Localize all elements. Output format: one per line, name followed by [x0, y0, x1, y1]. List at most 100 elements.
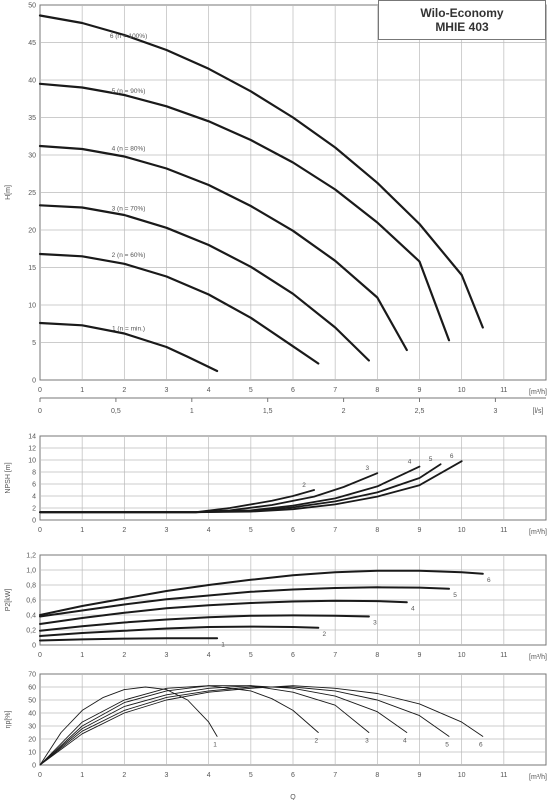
npsh-series-3-line: [39, 465, 421, 514]
head-x-tick-label: 10: [458, 387, 466, 394]
power-series-label: 2: [322, 631, 326, 638]
head-series-2-line: [38, 252, 320, 365]
head-series-label: 6 (n = 100%): [110, 33, 147, 40]
power-x-units-label: [m³/h]: [529, 654, 547, 661]
power-x-tick-label: 4: [207, 652, 211, 659]
head-x-tick-label: 9: [418, 387, 422, 394]
efficiency-y-tick-label: 70: [28, 672, 36, 679]
power-x-tick-label: 2: [122, 652, 126, 659]
efficiency-y-tick-label: 20: [28, 737, 36, 744]
efficiency-series-3-line: [39, 685, 370, 766]
power-series-5-line: [39, 586, 450, 618]
npsh-x-tick-label: 7: [333, 527, 337, 534]
efficiency-x-tick-label: 5: [249, 772, 253, 779]
power-y-tick-label: 0,4: [26, 613, 36, 620]
npsh-series-4-line: [39, 463, 442, 514]
efficiency-x-tick-label: 7: [333, 772, 337, 779]
head-series-6-line: [38, 14, 484, 329]
secondary-x-tick-label: 1: [190, 408, 194, 415]
secondary-x-tick-label: 1,5: [263, 408, 273, 415]
power-y-tick-label: 0,8: [26, 583, 36, 590]
efficiency-x-tick-label: 3: [165, 772, 169, 779]
npsh-series-5-line: [39, 460, 463, 514]
head-y-tick-label: 20: [28, 228, 36, 235]
npsh-x-tick-label: 3: [165, 527, 169, 534]
power-y-tick-label: 0: [32, 643, 36, 650]
npsh-series-label: 2: [302, 482, 306, 489]
head-y-tick-label: 0: [32, 378, 36, 385]
head-x-tick-label: 1: [80, 387, 84, 394]
product-series-title: Wilo-Economy: [420, 6, 504, 20]
efficiency-series-1-line: [39, 686, 218, 766]
power-x-tick-label: 10: [458, 652, 466, 659]
head-series-3-line: [38, 204, 370, 362]
npsh-x-tick-label: 11: [500, 527, 507, 534]
npsh-series-label: 6: [450, 453, 454, 460]
efficiency-x-tick-label: 1: [80, 772, 84, 779]
power-series-3-line: [39, 614, 370, 632]
npsh-y-tick-label: 4: [32, 494, 36, 501]
head-y-tick-label: 40: [28, 78, 36, 85]
power-x-tick-label: 3: [165, 652, 169, 659]
power-x-tick-label: 7: [333, 652, 337, 659]
head-y-tick-label: 10: [28, 303, 36, 310]
head-series-label: 3 (n = 70%): [112, 206, 146, 213]
power-x-tick-label: 11: [500, 652, 507, 659]
power-chart: 0 1 2 3 4 5 6 7 8 9 10 11 0 0,2 0,4 0,6 0,8 1,0 1,2 P2[kW] […: [5, 553, 547, 662]
secondary-x-tick-label: 3: [493, 408, 497, 415]
efficiency-y-tick-label: 10: [28, 750, 36, 757]
power-x-tick-label: 8: [375, 652, 379, 659]
head-y-tick-label: 5: [32, 340, 36, 347]
npsh-y-tick-label: 6: [32, 482, 36, 489]
head-x-tick-label: 7: [333, 387, 337, 394]
npsh-x-tick-label: 8: [375, 527, 379, 534]
head-series-label: 4 (n = 80%): [112, 146, 146, 153]
power-y-tick-label: 0,6: [26, 598, 36, 605]
power-series-label: 1: [221, 641, 225, 648]
power-series-2-line: [39, 625, 320, 637]
npsh-x-units-label: [m³/h]: [529, 529, 547, 536]
power-x-tick-label: 9: [418, 652, 422, 659]
efficiency-x-tick-label: 6: [291, 772, 295, 779]
head-y-axis-label: H[m]: [5, 185, 12, 200]
power-series-label: 5: [453, 592, 457, 599]
power-series-label: 6: [487, 577, 491, 584]
npsh-x-tick-label: 1: [80, 527, 84, 534]
power-x-tick-label: 1: [80, 652, 84, 659]
efficiency-y-tick-label: 60: [28, 685, 36, 692]
head-series-label: 5 (n = 90%): [112, 88, 146, 95]
efficiency-x-tick-label: 0: [38, 772, 42, 779]
title-box: Wilo-Economy MHIE 403: [378, 0, 546, 40]
npsh-x-tick-label: 6: [291, 527, 295, 534]
npsh-y-axis-label: NPSH [m]: [5, 462, 12, 493]
head-series-4-line: [38, 144, 408, 352]
head-x-units-label: [m³/h]: [529, 389, 547, 396]
power-x-tick-label: 5: [249, 652, 253, 659]
efficiency-y-tick-label: 0: [32, 763, 36, 770]
npsh-x-tick-label: 5: [249, 527, 253, 534]
efficiency-series-4-line: [39, 685, 408, 766]
efficiency-chart: 0 1 2 3 4 5 6 7 8 9 10 11 0 10 20 30 40 50 60 70 ηp[%] [m³/h]…: [5, 672, 547, 800]
npsh-y-tick-label: 8: [32, 470, 36, 477]
head-series-5-line: [38, 82, 451, 342]
power-y-tick-label: 1,0: [26, 568, 36, 575]
efficiency-x-tick-label: 10: [458, 772, 466, 779]
head-series-label: 2 (n = 60%): [112, 252, 146, 259]
npsh-series-label: 4: [408, 459, 412, 466]
npsh-y-tick-label: 10: [28, 458, 36, 465]
power-x-tick-label: 0: [38, 652, 42, 659]
npsh-x-tick-label: 2: [122, 527, 126, 534]
head-chart: 0 1 2 3 4 5 6 7 8 9 10 1105101520253035404550H[m][m…: [5, 3, 547, 416]
head-x-tick-label: 0: [38, 387, 42, 394]
efficiency-series-label: 5: [445, 741, 449, 748]
power-series-label: 3: [373, 620, 377, 627]
head-x-tick-label: 8: [375, 387, 379, 394]
head-x-tick-label: 2: [122, 387, 126, 394]
efficiency-x-axis-title: Q: [290, 794, 296, 800]
efficiency-y-tick-label: 50: [28, 698, 36, 705]
power-series-label: 4: [411, 605, 415, 612]
efficiency-x-tick-label: 2: [122, 772, 126, 779]
power-y-tick-label: 0,2: [26, 628, 36, 635]
head-x-tick-label: 11: [500, 387, 507, 394]
